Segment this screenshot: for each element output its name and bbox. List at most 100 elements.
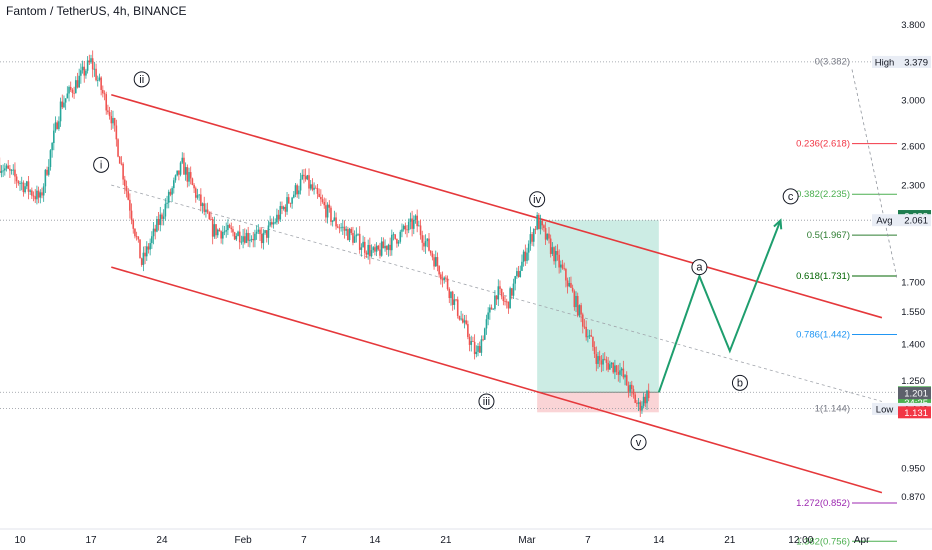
candle-body: [49, 150, 52, 167]
candle: [497, 279, 500, 307]
candle: [578, 304, 581, 318]
candle-body: [330, 207, 332, 222]
candle: [66, 86, 69, 99]
candle: [113, 117, 116, 132]
candle-body: [208, 212, 211, 220]
candle: [242, 229, 244, 249]
candle-body: [176, 170, 178, 176]
candle: [426, 238, 429, 248]
candle-body: [144, 252, 146, 257]
candle-body: [78, 75, 80, 88]
candle: [374, 243, 376, 256]
candle-body: [81, 66, 84, 71]
candle-body: [154, 228, 157, 232]
candle: [352, 226, 354, 246]
candle: [375, 242, 378, 257]
candle: [480, 335, 483, 356]
candle: [277, 209, 280, 224]
wave-label-circle: [630, 434, 647, 451]
candle-body: [347, 229, 349, 241]
candle-body: [431, 253, 434, 258]
candle-body: [440, 274, 442, 280]
candle: [414, 214, 417, 224]
candle-body: [142, 252, 145, 265]
candle: [494, 290, 496, 311]
candle-body: [434, 257, 437, 267]
x-tick-label: 21: [440, 535, 452, 546]
candle: [164, 198, 167, 221]
candle-body: [169, 191, 172, 195]
channel-median-line: [111, 184, 883, 402]
candle: [193, 183, 195, 193]
candle: [255, 225, 258, 240]
candle: [492, 308, 495, 310]
candle: [17, 180, 20, 186]
candle-body: [2, 170, 4, 172]
candle-body: [157, 219, 160, 225]
candle-body: [149, 243, 151, 250]
candle: [118, 155, 121, 164]
candle: [112, 110, 114, 129]
candle-body: [605, 359, 608, 363]
candle: [570, 276, 572, 288]
candle-body: [517, 271, 520, 277]
candle: [487, 307, 489, 326]
candle: [401, 223, 403, 238]
candle: [46, 166, 48, 177]
candle: [59, 97, 62, 127]
candle: [627, 381, 630, 398]
candle-body: [590, 335, 593, 337]
candle: [382, 237, 385, 249]
candle: [336, 224, 339, 229]
candle-body: [497, 286, 500, 300]
badge-bg: [898, 387, 931, 400]
candle-body: [107, 110, 109, 113]
candle-body: [504, 301, 506, 302]
candle: [313, 182, 315, 195]
candle: [485, 314, 488, 335]
wave-label-v: v: [630, 434, 647, 451]
y-tick-label: 3.800: [901, 20, 925, 31]
candle: [617, 364, 620, 382]
candle-body: [593, 346, 596, 355]
channel-lower-line: [111, 266, 883, 494]
candle-body: [211, 219, 214, 237]
candle: [47, 159, 50, 177]
candle: [4, 163, 6, 176]
candle: [71, 88, 74, 98]
candle: [154, 224, 157, 240]
candle: [499, 280, 501, 294]
candle-body: [392, 234, 395, 236]
candle: [360, 243, 363, 257]
candle-body: [164, 203, 167, 217]
candle-body: [436, 257, 439, 267]
candle-body: [610, 362, 613, 365]
candle-body: [522, 251, 525, 262]
candle: [450, 291, 452, 306]
candle: [237, 230, 239, 237]
candle: [590, 329, 593, 337]
candle: [271, 218, 273, 228]
candle-body: [433, 257, 435, 267]
candle-body: [428, 238, 430, 251]
candle: [120, 156, 123, 166]
candle-body: [570, 282, 572, 288]
candle-body: [462, 318, 464, 323]
candle-body: [178, 170, 180, 175]
candle: [245, 229, 248, 244]
candle-body: [39, 192, 42, 198]
candle: [115, 119, 118, 147]
candle-body: [622, 368, 625, 378]
candle: [592, 336, 594, 351]
candle: [220, 230, 222, 244]
candle: [345, 225, 347, 236]
candle: [107, 104, 109, 115]
candle: [149, 238, 151, 256]
candle-body: [83, 66, 86, 76]
candle-body: [475, 351, 478, 355]
candle-body: [588, 335, 591, 337]
candle: [357, 233, 359, 236]
candle-body: [505, 301, 508, 303]
candle-body: [100, 77, 102, 90]
